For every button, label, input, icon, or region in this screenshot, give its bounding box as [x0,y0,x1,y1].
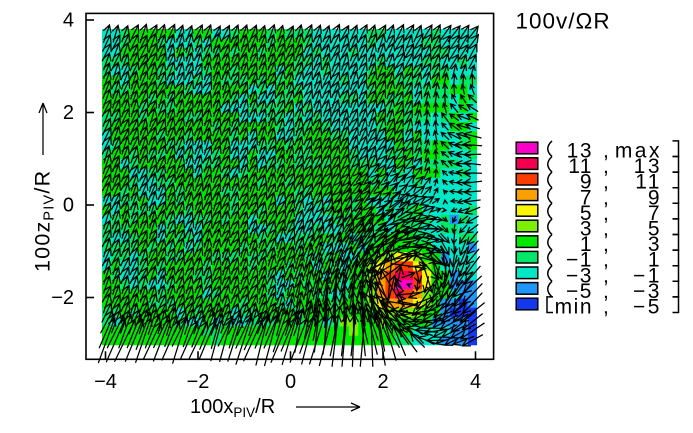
svg-text:3: 3 [648,233,662,256]
svg-text:11: 11 [568,155,593,178]
svg-text:min: min [555,296,593,319]
svg-text:2: 2 [63,102,74,124]
svg-text:,: , [603,186,609,209]
svg-text:−5: −5 [566,280,593,303]
svg-text:100zPIV/R: 100zPIV/R [31,170,58,272]
svg-text:,: , [603,171,609,194]
svg-text:0: 0 [63,195,74,217]
svg-text:−2: −2 [51,287,74,309]
svg-text:1: 1 [648,249,662,272]
svg-text:−1: −1 [566,249,593,272]
svg-text:,: , [603,233,609,256]
svg-text:100v/ΩR: 100v/ΩR [516,9,611,34]
svg-text:7: 7 [580,186,593,209]
svg-text:2: 2 [377,371,388,393]
svg-text:9: 9 [580,171,593,194]
svg-text:,: , [603,218,609,241]
svg-text:,: , [603,249,609,272]
svg-text:−2: −2 [187,371,210,393]
svg-text:,: , [603,140,609,163]
svg-text:5: 5 [580,202,593,225]
svg-text:1: 1 [580,233,593,256]
svg-text:,: , [603,296,609,319]
svg-text:5: 5 [648,218,662,241]
svg-text:,: , [603,264,609,287]
svg-text:max: max [615,140,662,163]
svg-text:−3: −3 [633,280,662,303]
svg-text:,: , [603,280,609,303]
svg-text:−4: −4 [94,371,117,393]
svg-text:7: 7 [648,202,662,225]
svg-text:100xPIV/R: 100xPIV/R [190,396,275,420]
svg-text:9: 9 [648,186,662,209]
svg-text:,: , [603,202,609,225]
svg-text:−3: −3 [566,264,593,287]
svg-text:3: 3 [580,218,593,241]
svg-text:4: 4 [470,371,481,393]
svg-text:−5: −5 [633,296,662,319]
svg-text:0: 0 [285,371,296,393]
svg-text:4: 4 [63,10,74,32]
svg-text:,: , [603,155,609,178]
svg-text:−1: −1 [633,264,662,287]
svg-text:13: 13 [567,140,593,163]
svg-text:13: 13 [634,155,662,178]
svg-text:11: 11 [635,171,662,194]
